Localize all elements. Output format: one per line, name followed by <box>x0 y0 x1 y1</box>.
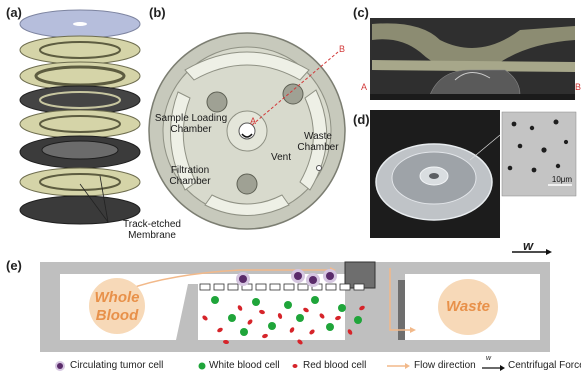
legend-rbc-icon <box>292 364 298 368</box>
section-line-ab <box>251 51 339 126</box>
omega-label: w <box>523 238 534 253</box>
rotation-arrow-icon <box>241 133 253 138</box>
wbc-group <box>211 296 362 336</box>
rbc-group <box>202 305 365 345</box>
label-vent: Vent <box>270 152 292 163</box>
label-point-a-b: A <box>250 116 257 126</box>
legend-force-label: Centrifugal Force <box>508 360 581 371</box>
panel-letter-a: (a) <box>6 5 22 20</box>
layer-bottom <box>19 195 141 225</box>
channel-divider <box>398 280 405 340</box>
membrane-pointer-2 <box>99 175 109 223</box>
label-waste-chamber: Waste Chamber <box>297 131 339 153</box>
waste-label: Waste <box>446 298 490 315</box>
label-point-b-b: B <box>339 44 346 54</box>
filtration-chamber-2 <box>282 83 304 105</box>
ctc-group <box>236 269 337 287</box>
membrane-pointer-1 <box>79 183 109 223</box>
legend-omega: w <box>486 355 492 362</box>
flow-arrow-top <box>125 269 330 291</box>
membrane-label: Track-etched Membrane <box>123 219 181 241</box>
legend-wbc-icon <box>198 362 206 370</box>
vent-hole <box>316 165 322 171</box>
whole-blood-chamber <box>89 278 145 334</box>
label-sample-loading: Sample Loading Chamber <box>154 113 228 135</box>
panel-letter-d: (d) <box>353 112 370 127</box>
filtration-chamber-3 <box>236 173 258 195</box>
legend-ctc-label: Circulating tumor cell <box>70 360 164 371</box>
outer-chamber-left <box>170 91 197 191</box>
filtration-chamber-1 <box>206 91 228 113</box>
legend-flow-label: Flow direction <box>414 360 476 371</box>
legend-wbc-label: White blood cell <box>209 360 280 371</box>
panel-letter-b: (b) <box>149 5 166 20</box>
legend-rbc-label: Red blood cell <box>303 360 367 371</box>
panel-letter-c: (c) <box>353 5 369 20</box>
label-point-b-c: B <box>575 82 581 92</box>
outer-chamber-top <box>184 51 310 81</box>
flow-arrow-down <box>389 268 410 331</box>
waste-chamber <box>438 279 498 335</box>
layer-top-hole <box>73 22 87 26</box>
whole-blood-label: Whole Blood <box>94 289 140 324</box>
outer-chamber-right <box>299 89 328 191</box>
outer-chamber-bottom <box>204 194 290 216</box>
scale-bar-label: 10μm <box>551 175 573 184</box>
channel-wedge <box>176 284 198 340</box>
cross-section-layer-gold <box>372 23 575 73</box>
label-point-a-c: A <box>361 82 368 92</box>
panel-letter-e: (e) <box>6 258 22 273</box>
label-filtration-chamber: Filtration Chamber <box>169 165 211 187</box>
